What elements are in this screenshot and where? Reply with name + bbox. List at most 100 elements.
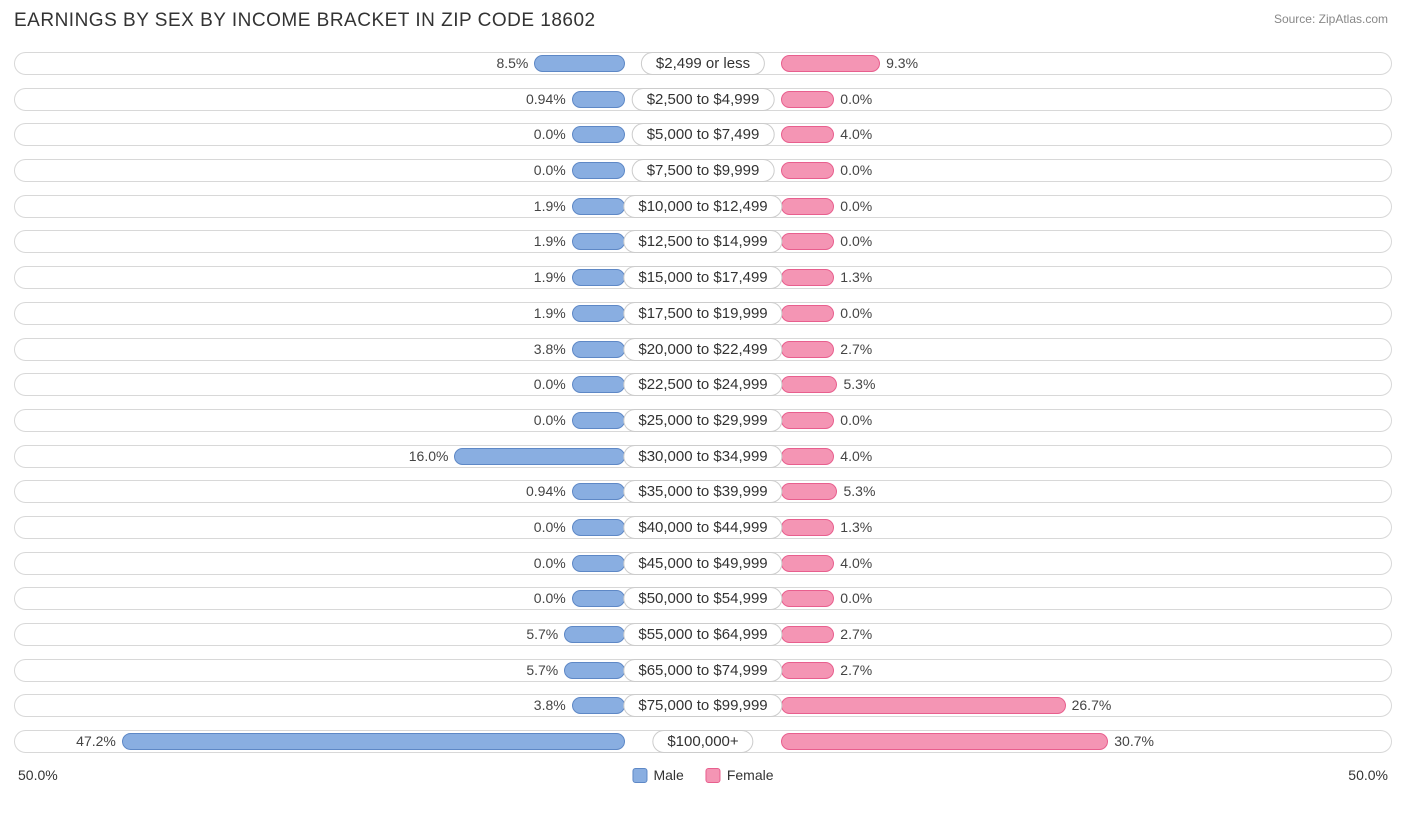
male-pct-label: 16.0% (409, 445, 449, 468)
bracket-label: $15,000 to $17,499 (623, 266, 782, 289)
female-bar (781, 305, 834, 322)
chart-row: $25,000 to $29,9990.0%0.0% (14, 403, 1392, 438)
male-bar (572, 590, 625, 607)
bracket-label: $7,500 to $9,999 (632, 159, 775, 182)
female-pct-label: 2.7% (840, 338, 872, 361)
female-swatch-icon (706, 768, 721, 783)
chart-row: $20,000 to $22,499 3.8% 2.7% (14, 332, 1392, 367)
chart-row: $5,000 to $7,4990.0%4.0% (14, 117, 1392, 152)
male-pct-label: 8.5% (496, 52, 528, 75)
female-pct-label: 2.7% (840, 659, 872, 682)
chart-row: $50,000 to $54,999 0.0% 0.0% (14, 581, 1392, 616)
male-pct-label: 1.9% (534, 230, 566, 253)
legend-male-label: Male (653, 767, 683, 783)
female-pct-label: 0.0% (840, 302, 872, 325)
chart-row: $65,000 to $74,999 5.7% 2.7% (14, 653, 1392, 688)
female-bar (781, 733, 1108, 750)
chart-title: EARNINGS BY SEX BY INCOME BRACKET IN ZIP… (14, 10, 1392, 32)
male-bar (572, 555, 625, 572)
chart-row: $75,000 to $99,9993.8%26.7% (14, 688, 1392, 723)
male-bar (572, 198, 625, 215)
female-bar (781, 662, 834, 679)
chart-row: $35,000 to $39,999 0.94% 5.3% (14, 474, 1392, 509)
diverging-bar-chart: $2,499 or less8.5%9.3%$2,500 to $4,9990.… (14, 46, 1392, 759)
male-pct-label: 5.7% (526, 659, 558, 682)
female-bar (781, 448, 834, 465)
female-bar (781, 555, 834, 572)
bracket-label: $30,000 to $34,999 (623, 445, 782, 468)
bracket-label: $50,000 to $54,999 (623, 587, 782, 610)
bracket-label: $100,000+ (652, 730, 753, 753)
chart-row: $15,000 to $17,499 1.9% 1.3% (14, 260, 1392, 295)
male-bar (572, 91, 625, 108)
male-pct-label: 3.8% (534, 338, 566, 361)
female-bar (781, 91, 834, 108)
female-pct-label: 5.3% (843, 373, 875, 396)
male-bar (572, 233, 625, 250)
chart-row: $30,000 to $34,99916.0%4.0% (14, 439, 1392, 474)
female-bar (781, 483, 837, 500)
male-bar (572, 376, 625, 393)
bracket-label: $35,000 to $39,999 (623, 480, 782, 503)
chart-row: $40,000 to $44,9990.0%1.3% (14, 510, 1392, 545)
bracket-label: $75,000 to $99,999 (623, 694, 782, 717)
legend-item-male: Male (632, 767, 683, 783)
female-pct-label: 5.3% (843, 480, 875, 503)
female-bar (781, 376, 837, 393)
male-pct-label: 0.94% (526, 88, 566, 111)
bracket-label: $45,000 to $49,999 (623, 552, 782, 575)
female-pct-label: 0.0% (840, 587, 872, 610)
female-bar (781, 162, 834, 179)
male-pct-label: 0.0% (534, 587, 566, 610)
male-bar (572, 412, 625, 429)
legend: Male Female (632, 767, 773, 783)
male-bar (572, 126, 625, 143)
male-bar (534, 55, 625, 72)
male-pct-label: 0.0% (534, 159, 566, 182)
male-bar (572, 341, 625, 358)
female-pct-label: 4.0% (840, 123, 872, 146)
female-bar (781, 233, 834, 250)
female-pct-label: 0.0% (840, 409, 872, 432)
chart-row: $10,000 to $12,4991.9%0.0% (14, 189, 1392, 224)
bracket-label: $12,500 to $14,999 (623, 230, 782, 253)
female-bar (781, 269, 834, 286)
female-pct-label: 1.3% (840, 266, 872, 289)
female-pct-label: 4.0% (840, 552, 872, 575)
male-swatch-icon (632, 768, 647, 783)
legend-item-female: Female (706, 767, 774, 783)
chart-row: $12,500 to $14,999 1.9% 0.0% (14, 224, 1392, 259)
axis-label-right: 50.0% (1348, 767, 1388, 783)
male-pct-label: 5.7% (526, 623, 558, 646)
female-pct-label: 30.7% (1114, 730, 1154, 753)
male-bar (572, 483, 625, 500)
male-bar (564, 626, 625, 643)
male-pct-label: 0.94% (526, 480, 566, 503)
bracket-label: $65,000 to $74,999 (623, 659, 782, 682)
female-pct-label: 0.0% (840, 195, 872, 218)
male-pct-label: 1.9% (534, 266, 566, 289)
female-bar (781, 590, 834, 607)
chart-row: $2,500 to $4,9990.94%0.0% (14, 82, 1392, 117)
axis-label-left: 50.0% (18, 767, 58, 783)
female-bar (781, 55, 880, 72)
male-pct-label: 1.9% (534, 302, 566, 325)
chart-row: $100,000+ 47.2% 30.7% (14, 724, 1392, 759)
male-bar (572, 305, 625, 322)
chart-row: $7,500 to $9,999 0.0% 0.0% (14, 153, 1392, 188)
female-bar (781, 341, 834, 358)
bracket-label: $20,000 to $22,499 (623, 338, 782, 361)
male-pct-label: 0.0% (534, 409, 566, 432)
male-pct-label: 47.2% (76, 730, 116, 753)
female-bar (781, 697, 1066, 714)
female-pct-label: 0.0% (840, 230, 872, 253)
bracket-label: $2,500 to $4,999 (632, 88, 775, 111)
male-pct-label: 3.8% (534, 694, 566, 717)
female-bar (781, 519, 834, 536)
bracket-label: $17,500 to $19,999 (623, 302, 782, 325)
female-pct-label: 0.0% (840, 159, 872, 182)
chart-row: $55,000 to $64,9995.7%2.7% (14, 617, 1392, 652)
female-pct-label: 1.3% (840, 516, 872, 539)
male-bar (572, 519, 625, 536)
female-pct-label: 2.7% (840, 623, 872, 646)
